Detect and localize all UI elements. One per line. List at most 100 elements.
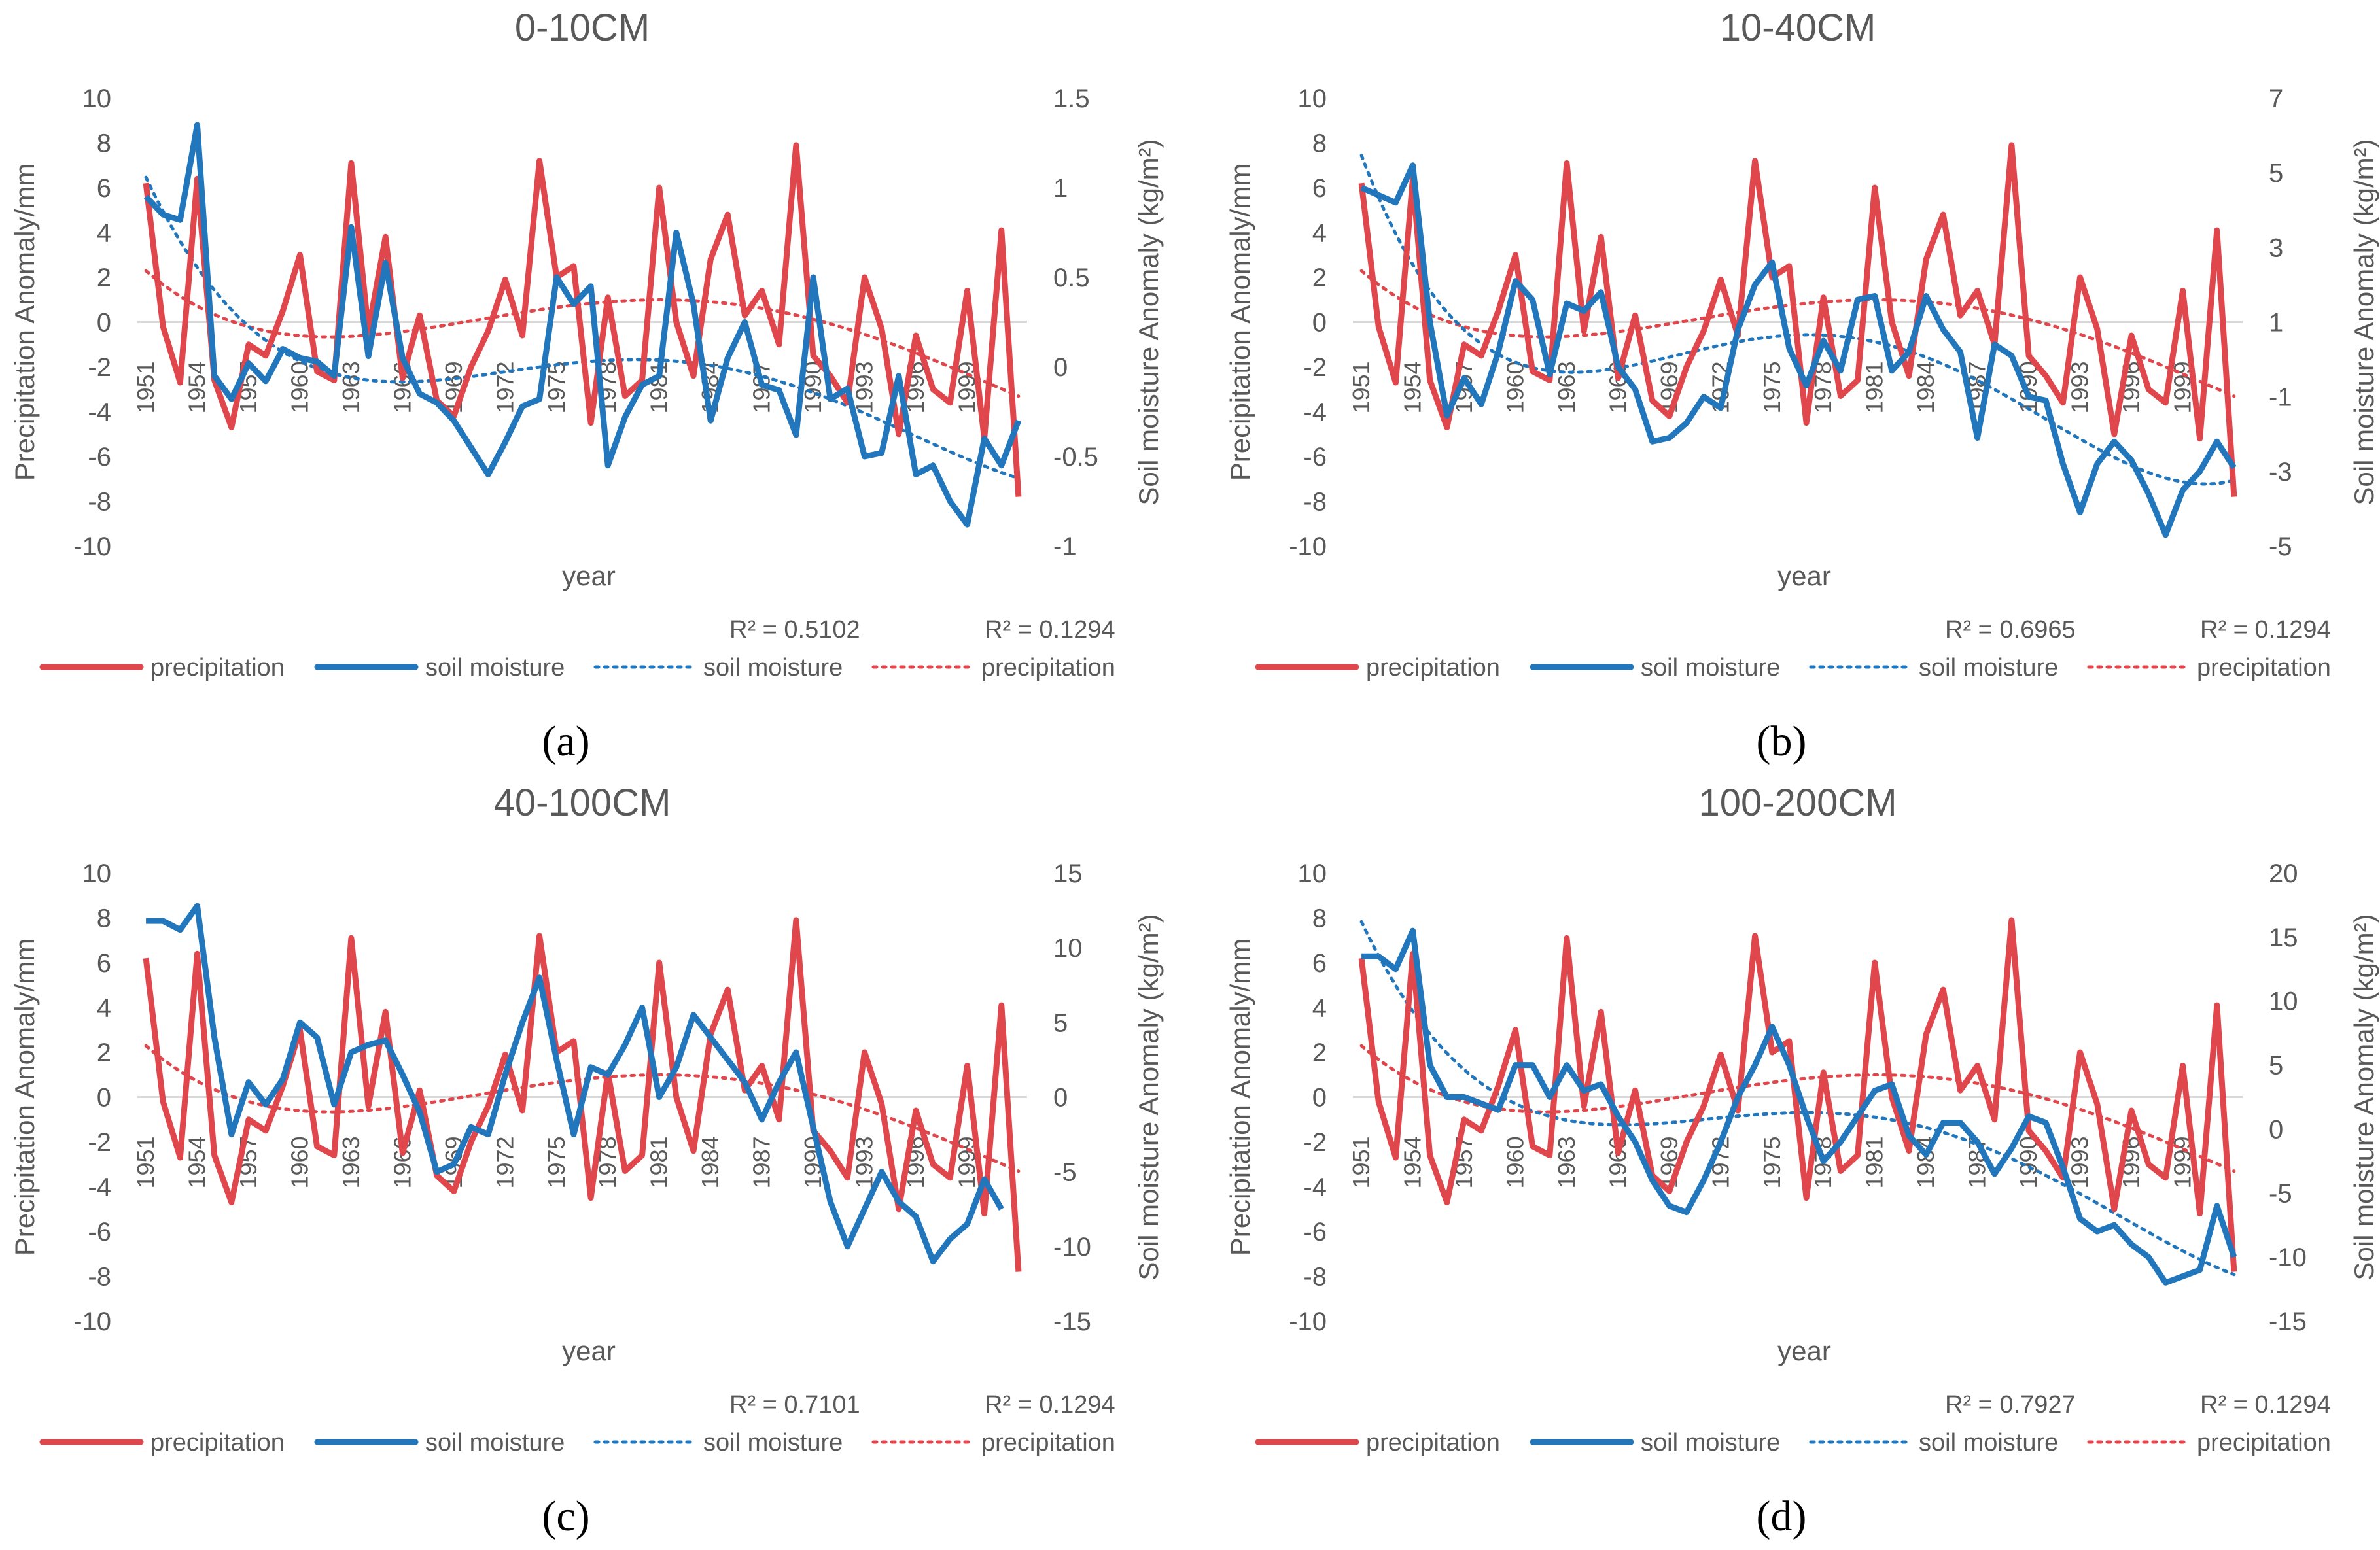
- chart-title: 0-10CM: [515, 7, 650, 49]
- y2-tick-label: -10: [1053, 1233, 1091, 1262]
- y2-axis-title: Soil moisture Anomaly (kg/m²): [2349, 139, 2379, 505]
- precipitation-line: [1358, 917, 2237, 1272]
- y-tick-label: 6: [1312, 174, 1327, 203]
- y-tick-label: -4: [88, 1173, 111, 1202]
- y-tick-label: 0: [1312, 309, 1327, 337]
- y-tick-label: -4: [1303, 398, 1327, 427]
- r2-soil-moisture: R² = 0.7927: [1945, 1391, 2076, 1419]
- y2-tick-label: 1.5: [1053, 84, 1090, 113]
- x-tick-label: 1963: [1553, 361, 1580, 413]
- soil-moisture-trend-line: [1359, 920, 2236, 1277]
- x-tick-label: 1954: [1399, 1136, 1426, 1188]
- panel-caption: (c): [542, 1492, 589, 1540]
- x-tick-label: 1954: [184, 361, 211, 413]
- y2-tick-label: -0.5: [1053, 443, 1098, 472]
- chart-title: 40-100CM: [494, 782, 671, 824]
- y-tick-label: -8: [88, 1263, 111, 1292]
- panel-caption: (a): [542, 717, 589, 765]
- y-tick-label: 10: [1298, 84, 1327, 113]
- y2-tick-label: 3: [2269, 233, 2283, 262]
- y-tick-label: -6: [1303, 443, 1327, 472]
- y-tick-label: 4: [97, 219, 111, 248]
- y-tick-label: 0: [1312, 1084, 1327, 1112]
- legend-precipitation-trend: precipitation: [871, 654, 1115, 681]
- y2-tick-label: 1: [1053, 174, 1068, 203]
- legend-soil-moisture: soil moisture: [314, 1429, 565, 1456]
- precipitation-trend-line: [144, 1044, 1021, 1173]
- legend-precipitation-label: precipitation: [150, 654, 285, 681]
- legend-soil-moisture: soil moisture: [1530, 654, 1780, 681]
- chart-panel-c: 40-100CM 10 8 6 4 2 0 -2 -4 -6 -8 -10 15 10 5 0 -5 -10 -15…: [9, 782, 1164, 1540]
- r2-precipitation: R² = 0.1294: [2200, 616, 2331, 644]
- y-tick-label: 6: [97, 174, 111, 203]
- y2-axis-title: Soil moisture Anomaly (kg/m²): [2349, 914, 2379, 1280]
- x-axis-title: year: [562, 560, 616, 591]
- y2-tick-label: 0: [1053, 1084, 1068, 1112]
- soil-moisture-line: [146, 903, 1004, 1265]
- panel-caption: (b): [1757, 717, 1807, 765]
- legend-precipitation: precipitation: [1255, 654, 1500, 681]
- y2-tick-label: -5: [2269, 1179, 2292, 1208]
- x-tick-label: 1975: [1759, 1136, 1785, 1188]
- y-tick-label: -8: [88, 488, 111, 517]
- legend-precipitation-trend: precipitation: [871, 1429, 1115, 1456]
- x-tick-label: 1960: [286, 361, 313, 413]
- legend-precipitation-trend-label: precipitation: [2197, 654, 2331, 681]
- y2-tick-label: 5: [1053, 1008, 1068, 1037]
- y-tick-label: -2: [1303, 353, 1327, 382]
- y-tick-label: 6: [97, 949, 111, 978]
- x-tick-label: 1975: [543, 1136, 570, 1188]
- r2-soil-moisture: R² = 0.6965: [1945, 616, 2076, 644]
- legend-precipitation: precipitation: [1255, 1429, 1500, 1456]
- y2-tick-label: 5: [2269, 1052, 2283, 1080]
- panel-caption: (d): [1757, 1492, 1807, 1540]
- legend-precipitation: precipitation: [39, 1429, 285, 1456]
- legend-soil-moisture-label: soil moisture: [425, 654, 565, 681]
- y-tick-label: 2: [1312, 264, 1327, 292]
- y-tick-label: -10: [1289, 532, 1327, 561]
- x-tick-label: 1960: [286, 1136, 313, 1188]
- x-tick-label: 1963: [1553, 1136, 1580, 1188]
- soil-moisture-line: [1361, 927, 2237, 1286]
- precipitation-trend-line: [144, 269, 1021, 398]
- legend-precipitation-trend-label: precipitation: [981, 1429, 1115, 1456]
- y-tick-label: -6: [88, 1218, 111, 1247]
- x-tick-label: 1972: [491, 1136, 518, 1188]
- x-tick-label: 1960: [1501, 361, 1528, 413]
- legend-precipitation-trend-label: precipitation: [981, 654, 1115, 681]
- y-tick-label: -6: [1303, 1218, 1327, 1247]
- legend-soil-moisture-trend: soil moisture: [1809, 1429, 2058, 1456]
- y-tick-label: 8: [1312, 129, 1327, 158]
- x-axis-title: year: [1777, 1335, 1831, 1366]
- legend-soil-moisture: soil moisture: [314, 654, 565, 681]
- legend-soil-moisture-trend: soil moisture: [1809, 654, 2058, 681]
- y-tick-label: 4: [1312, 994, 1327, 1023]
- legend-soil-moisture-trend: soil moisture: [593, 654, 843, 681]
- y2-tick-label: -5: [1053, 1158, 1077, 1187]
- y2-tick-label: 10: [1053, 934, 1083, 963]
- y2-tick-label: -10: [2269, 1243, 2307, 1272]
- legend-soil-moisture-trend: soil moisture: [593, 1429, 843, 1456]
- chart-panel-d: 100-200CM1086420-2-4-6-8-1020151050-5-10…: [1225, 782, 2379, 1540]
- x-tick-label: 1981: [1861, 361, 1888, 413]
- y-axis-title: Precipitation Anomaly/mm: [9, 164, 40, 481]
- y2-tick-label: 15: [2269, 923, 2298, 952]
- x-tick-label: 1993: [851, 361, 878, 413]
- y2-tick-label: 5: [2269, 159, 2283, 188]
- x-tick-label: 1954: [1399, 361, 1426, 413]
- y-tick-label: 10: [1298, 859, 1327, 888]
- x-tick-label: 1963: [338, 1136, 364, 1188]
- y-tick-label: 8: [97, 129, 111, 158]
- y-tick-label: 10: [82, 859, 112, 888]
- legend-soil-moisture-label: soil moisture: [1641, 654, 1780, 681]
- y2-tick-label: -5: [2269, 532, 2292, 561]
- x-tick-label: 1975: [543, 361, 570, 413]
- legend-soil-moisture-label: soil moisture: [1641, 1429, 1780, 1456]
- y-tick-label: -2: [1303, 1128, 1327, 1157]
- y-tick-label: -8: [1303, 1263, 1327, 1292]
- precipitation-trend-line: [1359, 269, 2236, 398]
- soil-moisture-line: [143, 122, 1022, 528]
- y-axis-title: Precipitation Anomaly/mm: [1225, 164, 1255, 481]
- legend-soil-moisture-label: soil moisture: [425, 1429, 565, 1456]
